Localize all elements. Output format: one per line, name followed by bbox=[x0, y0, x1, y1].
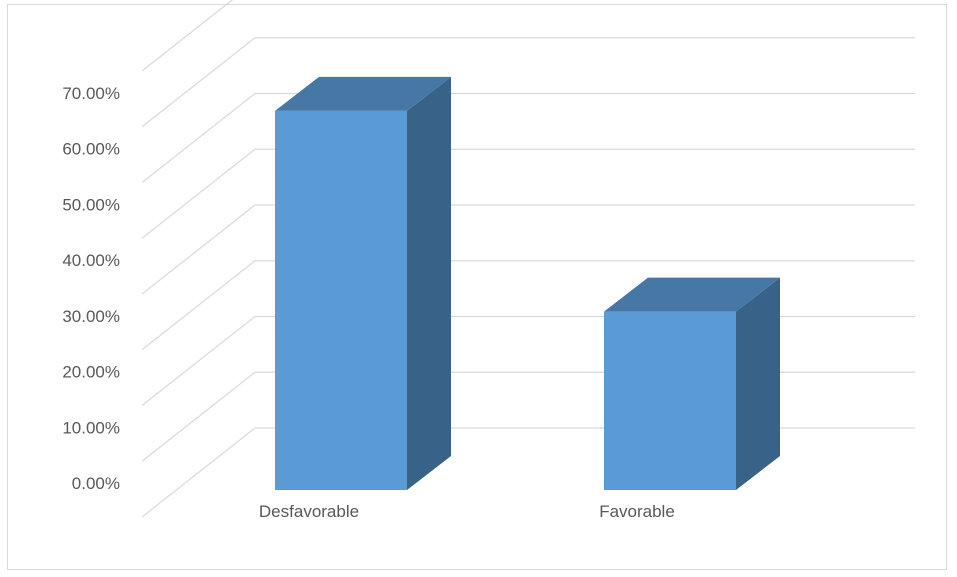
y-axis-ticks: 0.00% 10.00% 20.00% 30.00% 40.00% 50.00% 60.00… bbox=[62, 84, 120, 493]
y-tick-label: 0.00% bbox=[72, 474, 120, 493]
chart-frame bbox=[7, 4, 947, 570]
x-category-label: Favorable bbox=[599, 502, 675, 521]
x-category-label: Desfavorable bbox=[259, 502, 359, 521]
y-tick-label: 50.00% bbox=[62, 195, 120, 214]
gridlines bbox=[141, 0, 915, 518]
y-tick-label: 60.00% bbox=[62, 140, 120, 159]
bar-top-face bbox=[604, 277, 780, 312]
y-tick-label: 30.00% bbox=[62, 307, 120, 326]
gridline-diagonal bbox=[141, 427, 256, 518]
gridline-diagonal bbox=[141, 0, 234, 72]
bar-side-face bbox=[736, 277, 780, 490]
gridline-diagonal bbox=[141, 148, 256, 239]
bar-desfavorable bbox=[275, 76, 451, 491]
bar-front-face bbox=[604, 311, 736, 490]
bars bbox=[275, 76, 780, 491]
y-tick-label: 10.00% bbox=[62, 418, 120, 437]
y-tick-label: 20.00% bbox=[62, 363, 120, 382]
bar-side-face bbox=[407, 76, 451, 491]
gridline-diagonal bbox=[141, 316, 256, 406]
gridline-diagonal bbox=[141, 260, 256, 351]
gridline-diagonal bbox=[141, 37, 256, 128]
bar-top-face bbox=[275, 76, 451, 111]
bar-front-face bbox=[275, 110, 407, 491]
gridline-diagonal bbox=[141, 371, 256, 462]
y-tick-label: 70.00% bbox=[62, 84, 120, 103]
bar-favorable bbox=[604, 277, 780, 490]
gridline-diagonal bbox=[141, 93, 256, 183]
gridline-diagonal bbox=[141, 204, 256, 295]
x-axis-categories: Desfavorable Favorable bbox=[259, 502, 675, 521]
y-tick-label: 40.00% bbox=[62, 251, 120, 270]
